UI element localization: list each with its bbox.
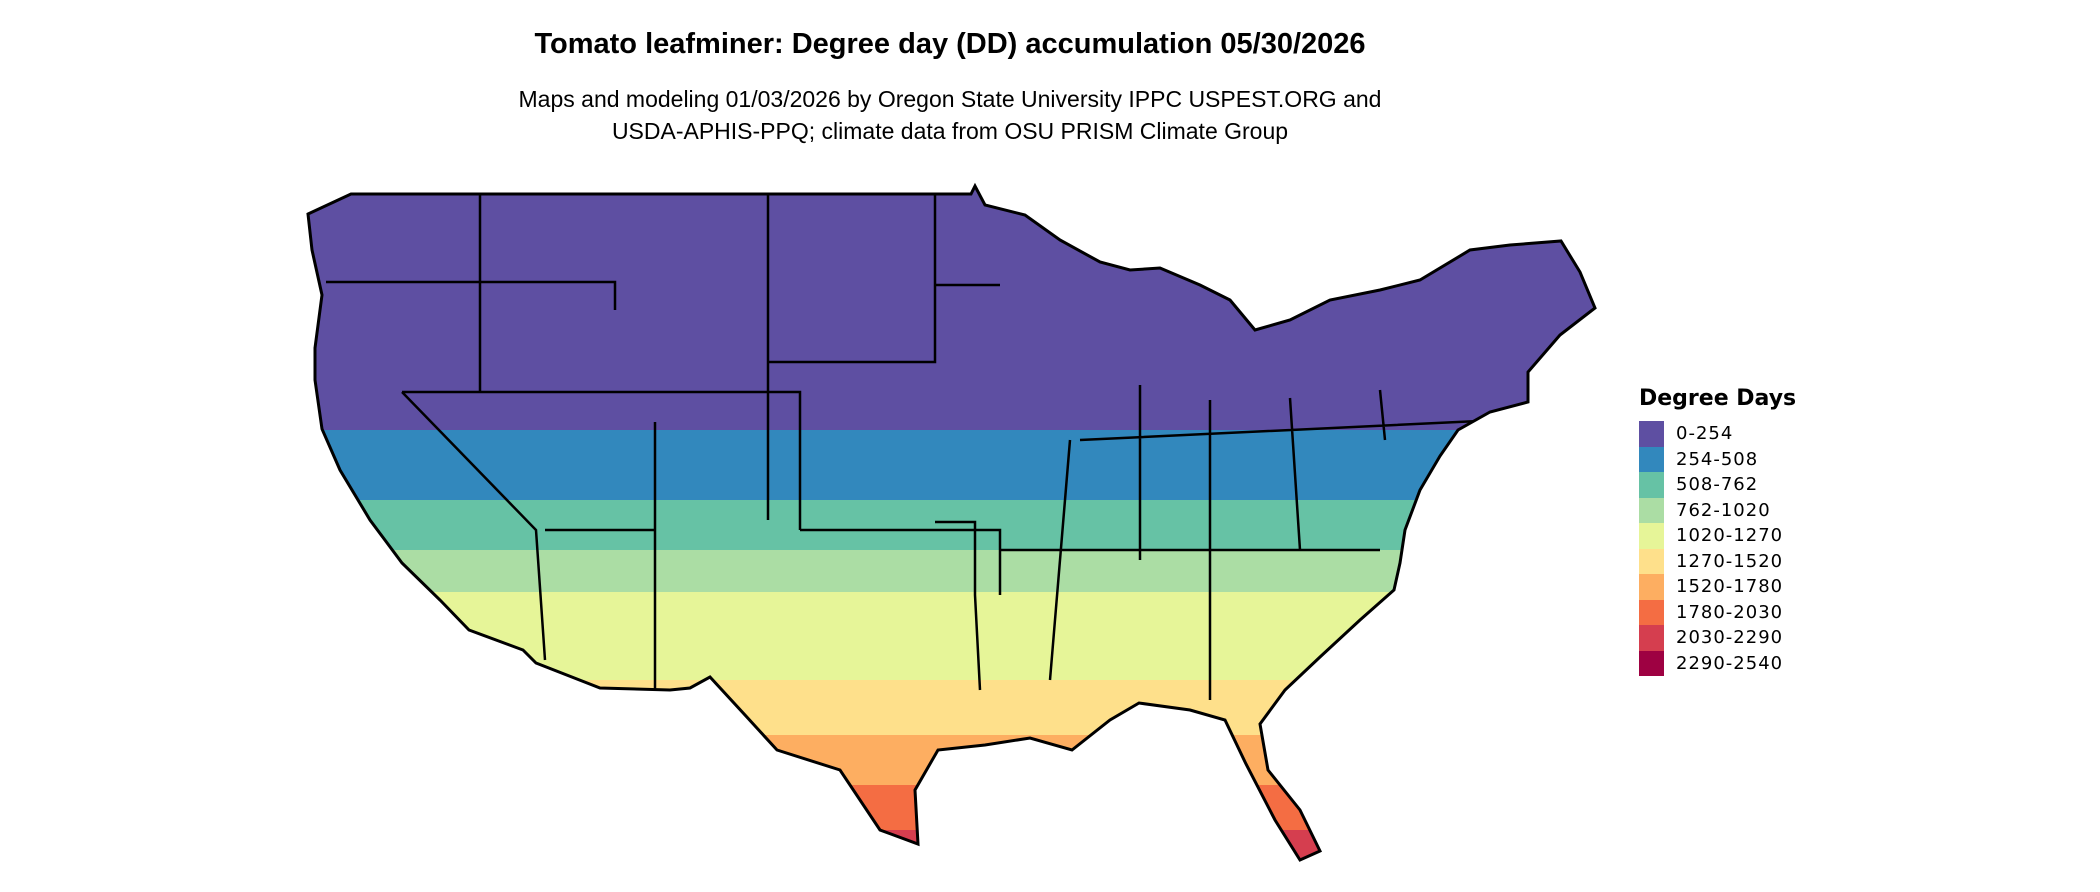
legend-swatch [1639,446,1664,472]
legend-item: 1020-1270 [1639,523,1796,549]
legend-label: 508-762 [1676,474,1759,496]
dd-band-0-254 [308,186,1595,431]
legend-swatch [1639,472,1664,498]
dd-band-762-1020 [308,550,1595,593]
legend-label: 2030-2290 [1676,627,1784,649]
legend-swatch [1639,574,1664,600]
legend-item: 0-254 [1639,421,1796,447]
legend-label: 1780-2030 [1676,601,1784,623]
legend-swatch [1639,497,1664,523]
legend-item: 254-508 [1639,446,1796,472]
dd-band-1520-1780 [308,735,1595,786]
legend-item: 508-762 [1639,472,1796,498]
legend-item: 1520-1780 [1639,574,1796,600]
legend-item: 1270-1520 [1639,548,1796,574]
legend-title: Degree Days [1639,386,1797,411]
dd-band-508-762 [308,500,1595,551]
legend-swatch [1639,548,1664,574]
degree-day-fill [308,186,1595,860]
dd-band-2030-2290 [308,830,1595,859]
map-title: Tomato leafminer: Degree day (DD) accumu… [534,28,1366,60]
dd-band-254-508 [308,430,1595,501]
state-boundaries [326,194,1501,700]
legend-item: 2290-2540 [1639,650,1796,676]
dd-band-1780-2030 [308,785,1595,831]
map-subtitle-line-2: USDA-APHIS-PPQ; climate data from OSU PR… [611,118,1289,144]
legend-label: 1270-1520 [1676,550,1784,572]
legend-swatch [1639,523,1664,549]
legend-swatch [1639,625,1664,651]
dd-band-1270-1520 [308,680,1595,736]
legend-label: 762-1020 [1676,499,1771,521]
legend-item: 1780-2030 [1639,599,1796,625]
legend-item: 762-1020 [1639,497,1796,523]
legend-label: 0-254 [1676,423,1734,445]
legend-swatch [1639,599,1664,625]
legend-item: 2030-2290 [1639,625,1796,651]
dd-band-2290-2540 [308,858,1595,860]
legend-swatch [1639,650,1664,676]
legend: Degree Days 0-254 254-508 508-762 762-1020 1… [1639,386,1796,676]
legend-label: 254-508 [1676,448,1759,470]
legend-label: 1520-1780 [1676,576,1784,598]
legend-label: 1020-1270 [1676,525,1784,547]
map-subtitle-line-1: Maps and modeling 01/03/2026 by Oregon S… [518,86,1382,112]
legend-label: 2290-2540 [1676,652,1784,674]
legend-swatch [1639,421,1664,447]
